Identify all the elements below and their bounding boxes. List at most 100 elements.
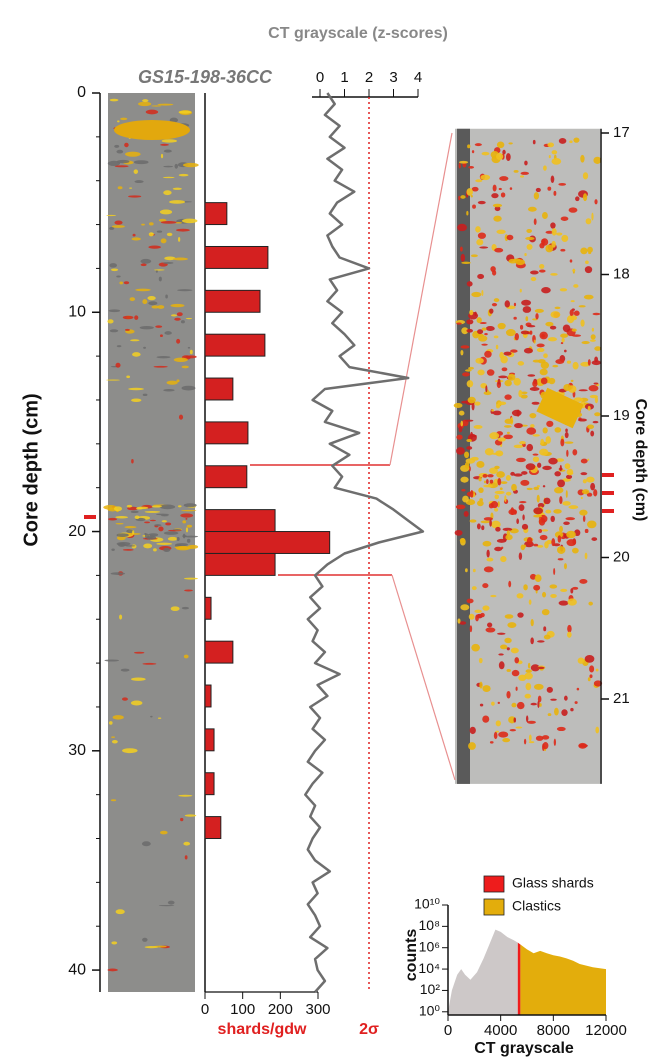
zoom-texture <box>539 263 545 269</box>
core-texture <box>109 226 115 230</box>
inset-y-tick-label: 10⁸ <box>419 917 441 933</box>
core-texture <box>169 200 185 204</box>
zoom-texture <box>476 239 484 246</box>
core-texture <box>175 228 190 232</box>
core-texture <box>114 120 190 140</box>
zoom-texture <box>561 709 568 716</box>
zoom-texture <box>524 160 528 166</box>
zoom-texture <box>560 438 565 447</box>
core-texture <box>111 225 125 228</box>
zoom-texture <box>525 682 532 691</box>
zoom-texture <box>471 643 480 652</box>
core-images <box>103 93 603 992</box>
bar <box>204 289 261 313</box>
zoom-texture <box>496 229 506 234</box>
core-texture <box>164 256 176 261</box>
zoom-texture <box>514 509 517 515</box>
core-texture <box>159 334 163 338</box>
core-title: GS15-198-36CC <box>138 67 273 87</box>
zoom-texture <box>527 325 536 328</box>
zoom-texture <box>494 465 500 470</box>
zoom-texture <box>506 668 511 672</box>
zoom-texture <box>561 337 565 343</box>
core-texture <box>144 511 161 513</box>
zoom-texture <box>533 486 540 491</box>
zoom-texture <box>461 489 466 492</box>
zoom-texture <box>530 637 534 645</box>
zoom-texture <box>460 420 464 427</box>
core-texture <box>158 904 175 907</box>
core-texture <box>185 517 188 520</box>
zoom-texture <box>591 537 598 541</box>
zoom-texture <box>587 406 591 411</box>
zoom-texture <box>576 687 580 691</box>
core-texture <box>155 269 158 273</box>
core-texture <box>138 101 152 107</box>
core-texture <box>187 346 191 349</box>
core-texture <box>114 144 120 148</box>
zoom-texture <box>526 228 532 233</box>
zoom-texture <box>469 625 473 633</box>
zoom-texture <box>581 341 590 345</box>
zoom-texture <box>524 252 527 257</box>
zoom-texture <box>498 661 505 670</box>
core-texture <box>163 531 179 535</box>
zoom-texture <box>509 187 513 190</box>
core-texture <box>167 900 175 905</box>
zoom-texture <box>588 601 593 606</box>
core-texture <box>116 149 124 154</box>
zoom-texture <box>458 160 469 164</box>
zoom-texture <box>478 335 488 342</box>
inset-y-tick-label: 10⁴ <box>418 960 440 976</box>
zoom-texture <box>524 693 532 699</box>
core-texture <box>176 379 180 383</box>
zoom-texture <box>556 232 563 236</box>
core-texture <box>124 525 137 529</box>
zoom-texture <box>568 207 578 213</box>
zoom-texture <box>505 153 511 162</box>
zoom-texture <box>579 509 588 516</box>
zoom-texture <box>562 501 571 506</box>
zoom-texture <box>494 507 499 512</box>
zoom-texture <box>503 434 513 440</box>
zoom-texture <box>537 700 540 708</box>
core-texture <box>163 547 171 552</box>
zoom-texture <box>548 377 556 385</box>
zoom-texture <box>504 300 511 308</box>
zoom-texture <box>569 259 573 263</box>
zoom-texture <box>498 187 502 191</box>
zoom-texture <box>497 501 500 508</box>
core-texture <box>173 357 188 363</box>
inset-y-tick-label: 10⁶ <box>419 938 440 954</box>
zoom-texture <box>486 369 495 376</box>
core-texture <box>133 160 149 165</box>
zoom-texture <box>479 498 484 502</box>
zoom-texture <box>466 380 474 388</box>
zoom-texture <box>456 434 463 440</box>
zoom-texture <box>590 430 595 437</box>
zoom-texture <box>564 441 574 444</box>
core-texture <box>157 103 174 106</box>
zoom-texture <box>537 502 545 509</box>
core-texture <box>161 520 168 523</box>
zoom-texture <box>505 329 516 337</box>
core-texture <box>165 522 172 526</box>
zoom-texture <box>472 568 476 573</box>
core-texture <box>142 299 148 305</box>
zoom-texture <box>580 247 588 255</box>
core-texture <box>185 355 197 359</box>
zoom-texture <box>505 491 512 496</box>
x-tick-label: 100 <box>230 1001 255 1018</box>
zoom-texture <box>513 717 517 723</box>
zoom-texture <box>506 234 514 241</box>
zoom-texture <box>506 431 510 435</box>
zoom-texture <box>532 453 539 456</box>
core-texture <box>124 142 129 148</box>
zoom-texture <box>458 195 461 201</box>
core-texture <box>148 232 154 237</box>
core-texture <box>186 524 193 528</box>
core-texture <box>183 503 197 508</box>
zoom-texture <box>481 289 484 297</box>
zoom-texture <box>464 419 474 422</box>
zoom-texture <box>509 728 517 732</box>
